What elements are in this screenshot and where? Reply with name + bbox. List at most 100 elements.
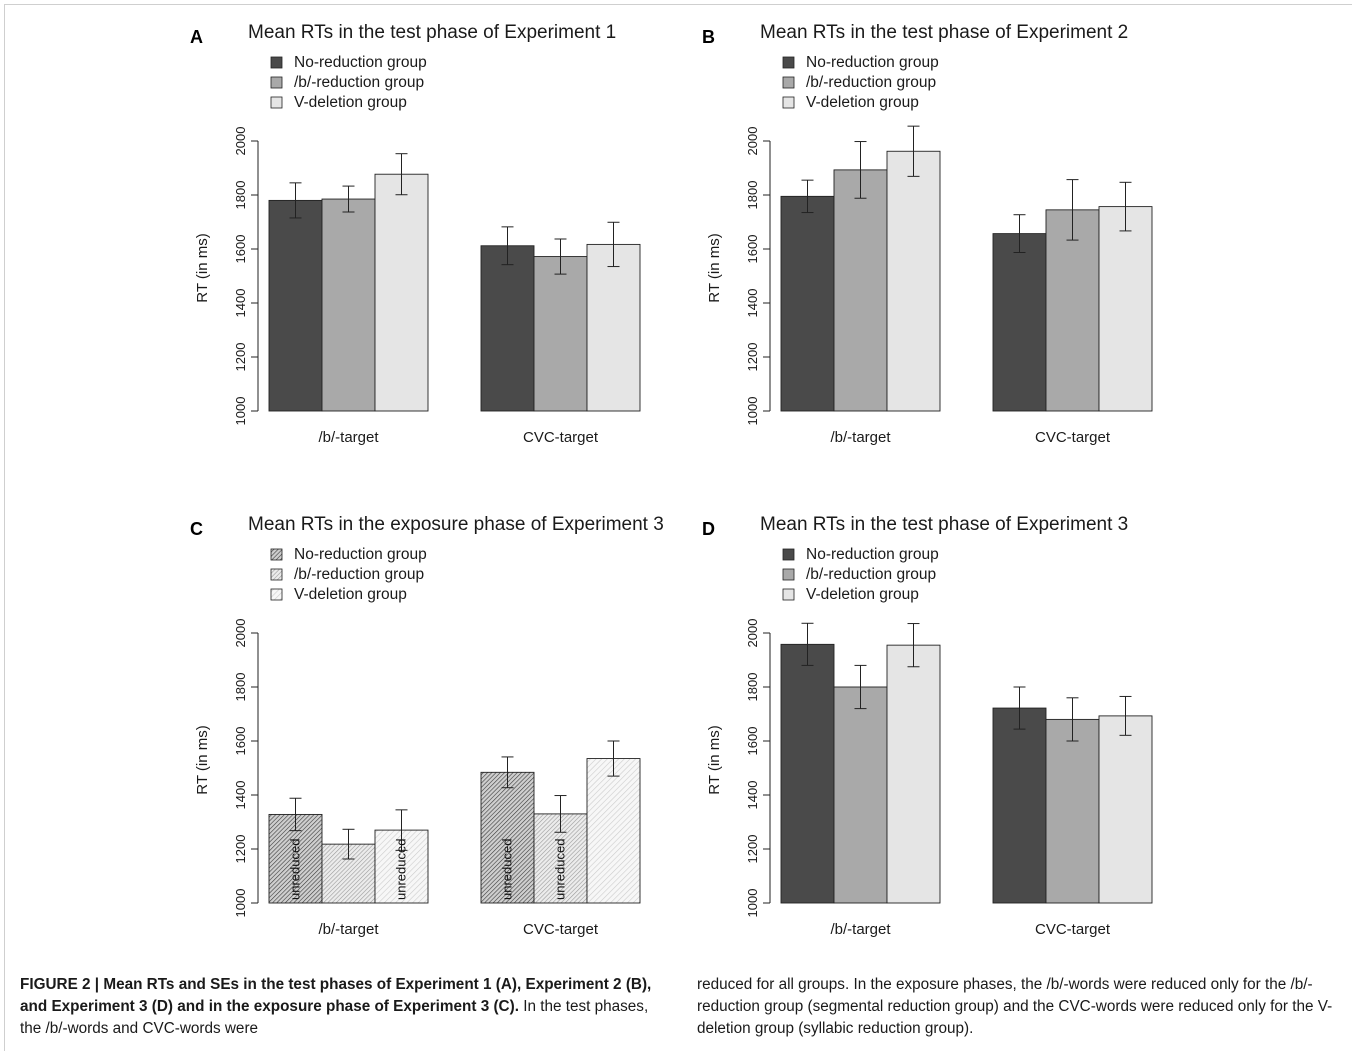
chart-svg: B Mean RTs in the test phase of Experimen…: [702, 22, 1153, 446]
x-category-label: /b/-target: [318, 429, 379, 446]
y-tick-label: 1600: [233, 235, 248, 264]
y-tick-label: 1200: [233, 343, 248, 372]
bar: [992, 233, 1047, 412]
y-tick-label: 1400: [745, 289, 760, 318]
chart-svg: A Mean RTs in the test phase of Experimen…: [190, 22, 641, 446]
y-axis: 1000 1200 1400 1600 1800 2000: [745, 619, 771, 918]
bar: [533, 256, 588, 412]
y-tick-label: 1400: [233, 781, 248, 810]
legend-swatch: [782, 56, 795, 69]
bar-label: unreduced: [500, 839, 515, 900]
bar: [833, 686, 888, 904]
legend-item: No-reduction group: [294, 546, 427, 563]
legend-swatch: [782, 548, 795, 561]
chart-svg: C Mean RTs in the exposure phase of Exper…: [190, 514, 664, 938]
y-tick-label: 1000: [745, 889, 760, 918]
y-tick-label: 1000: [233, 889, 248, 918]
bar: [321, 843, 376, 904]
legend-swatch: [782, 96, 795, 109]
y-tick-label: 2000: [233, 127, 248, 156]
chart-panel-b: B Mean RTs in the test phase of Experimen…: [692, 15, 1212, 455]
legend-swatch: [270, 548, 283, 561]
bar-label: unreduced: [394, 839, 409, 900]
bar-label: unreduced: [288, 839, 303, 900]
caption-left-column: FIGURE 2 | Mean RTs and SEs in the test …: [20, 974, 670, 1040]
y-tick-label: 2000: [745, 127, 760, 156]
bar: [1045, 209, 1100, 412]
y-axis-label: RT (in ms): [706, 233, 723, 302]
y-tick-label: 1600: [745, 235, 760, 264]
bar: [886, 150, 941, 412]
legend-item: No-reduction group: [806, 546, 939, 563]
chart-panel-c: C Mean RTs in the exposure phase of Exper…: [180, 507, 700, 947]
y-tick-label: 1000: [233, 397, 248, 426]
chart-title: Mean RTs in the test phase of Experiment…: [248, 22, 616, 43]
y-tick-label: 1800: [233, 181, 248, 210]
legend-item: /b/-reduction group: [294, 74, 424, 91]
y-tick-label: 1800: [233, 673, 248, 702]
bar: [321, 198, 376, 412]
x-category-label: /b/-target: [318, 921, 379, 938]
x-category-label: /b/-target: [830, 921, 891, 938]
y-tick-label: 1000: [745, 397, 760, 426]
legend-item: V-deletion group: [806, 586, 919, 603]
y-axis: 1000 1200 1400 1600 1800 2000: [233, 127, 259, 426]
legend-item: V-deletion group: [806, 94, 919, 111]
legend-swatch: [782, 76, 795, 89]
bar: [1045, 718, 1100, 904]
bar: [1098, 715, 1153, 904]
caption-text-left: In the test phases, the /b/-words and CV…: [20, 998, 649, 1037]
legend-swatch: [782, 588, 795, 601]
chart-title: Mean RTs in the test phase of Experiment…: [760, 514, 1128, 535]
caption-bold-text: FIGURE 2 | Mean RTs and SEs in the test …: [20, 976, 652, 1015]
figure-caption: FIGURE 2 | Mean RTs and SEs in the test …: [0, 965, 1356, 1055]
y-tick-label: 1600: [745, 727, 760, 756]
chart-legend: No-reduction group/b/-reduction group V-d…: [782, 54, 939, 111]
chart-title: Mean RTs in the test phase of Experiment…: [760, 22, 1128, 43]
legend-swatch: [782, 568, 795, 581]
panel-letter: A: [190, 27, 203, 47]
bars: [268, 153, 641, 412]
chart-title: Mean RTs in the exposure phase of Experi…: [248, 514, 664, 535]
legend-item: /b/-reduction group: [806, 74, 936, 91]
y-tick-label: 1200: [233, 835, 248, 864]
y-axis: 1000 1200 1400 1600 1800 2000: [745, 127, 771, 426]
bar: [1098, 206, 1153, 412]
y-axis-label: RT (in ms): [194, 233, 211, 302]
y-axis-label: RT (in ms): [194, 725, 211, 794]
legend-item: V-deletion group: [294, 94, 407, 111]
y-axis-label: RT (in ms): [706, 725, 723, 794]
legend-item: No-reduction group: [294, 54, 427, 71]
figure-frame: [4, 4, 1352, 1051]
caption-right-column: reduced for all groups. In the exposure …: [697, 974, 1342, 1040]
caption-text-right: reduced for all groups. In the exposure …: [697, 976, 1333, 1037]
chart-legend: No-reduction group/b/-reduction group V-d…: [270, 54, 427, 111]
y-tick-label: 1200: [745, 343, 760, 372]
x-category-label: CVC-target: [523, 921, 599, 938]
x-category-label: CVC-target: [523, 429, 599, 446]
bar: [780, 195, 835, 412]
legend-item: /b/-reduction group: [294, 566, 424, 583]
bar: [586, 243, 641, 412]
y-tick-label: 1800: [745, 673, 760, 702]
legend-swatch: [270, 56, 283, 69]
panel-letter: B: [702, 27, 715, 47]
chart-panel-d: D Mean RTs in the test phase of Experimen…: [692, 507, 1212, 947]
legend-swatch: [270, 76, 283, 89]
legend-swatch: [270, 96, 283, 109]
legend-item: No-reduction group: [806, 54, 939, 71]
bar: [833, 169, 888, 412]
legend-item: V-deletion group: [294, 586, 407, 603]
chart-legend: No-reduction group/b/-reduction group V-d…: [270, 546, 427, 603]
bar: [780, 643, 835, 904]
legend-item: /b/-reduction group: [806, 566, 936, 583]
chart-panel-a: A Mean RTs in the test phase of Experimen…: [180, 15, 700, 455]
bars: [268, 740, 641, 904]
y-axis: 1000 1200 1400 1600 1800 2000: [233, 619, 259, 918]
x-category-label: CVC-target: [1035, 429, 1111, 446]
legend-swatch: [270, 588, 283, 601]
bar: [886, 644, 941, 904]
y-tick-label: 2000: [233, 619, 248, 648]
bar: [374, 173, 429, 412]
bar: [992, 707, 1047, 904]
